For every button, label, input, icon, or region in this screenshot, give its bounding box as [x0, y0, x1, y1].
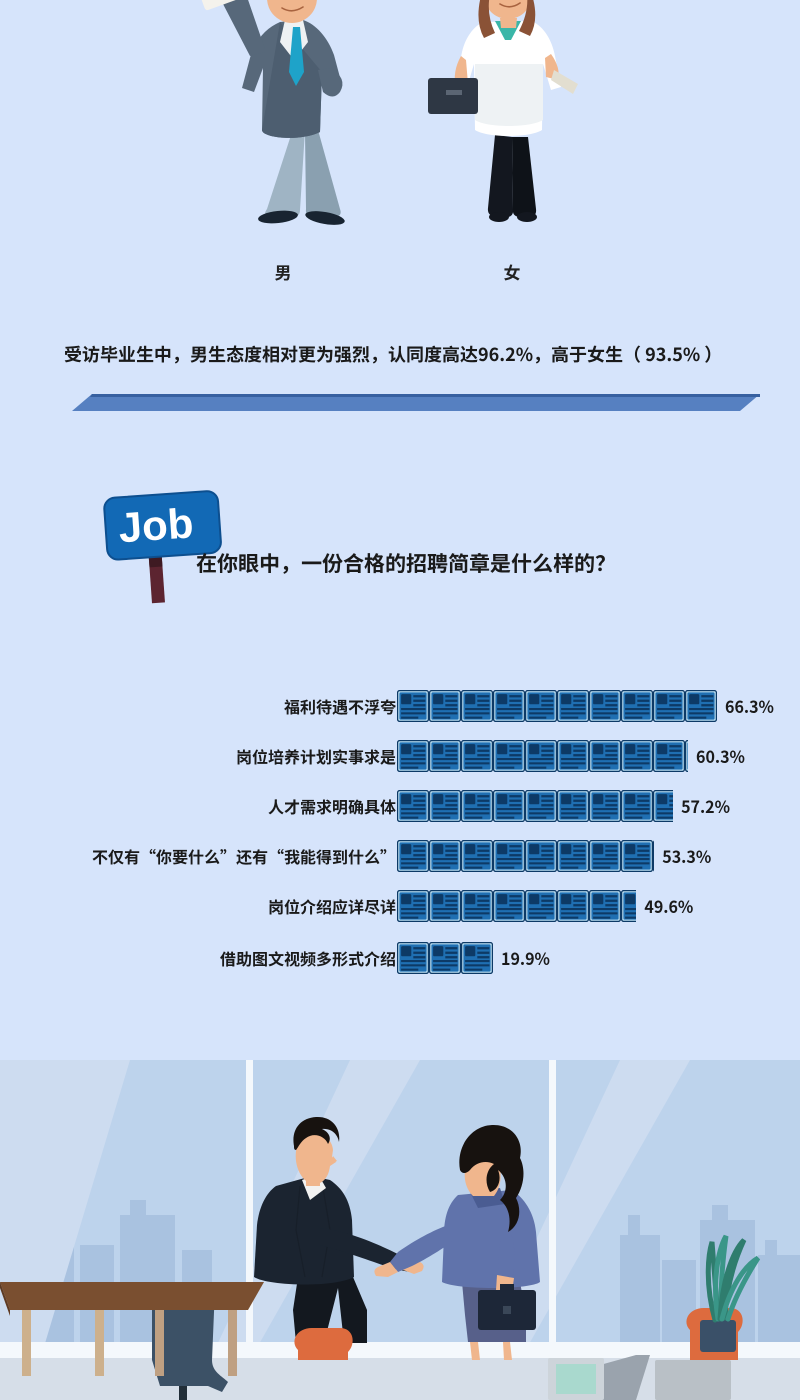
- svg-text:Job: Job: [117, 499, 195, 551]
